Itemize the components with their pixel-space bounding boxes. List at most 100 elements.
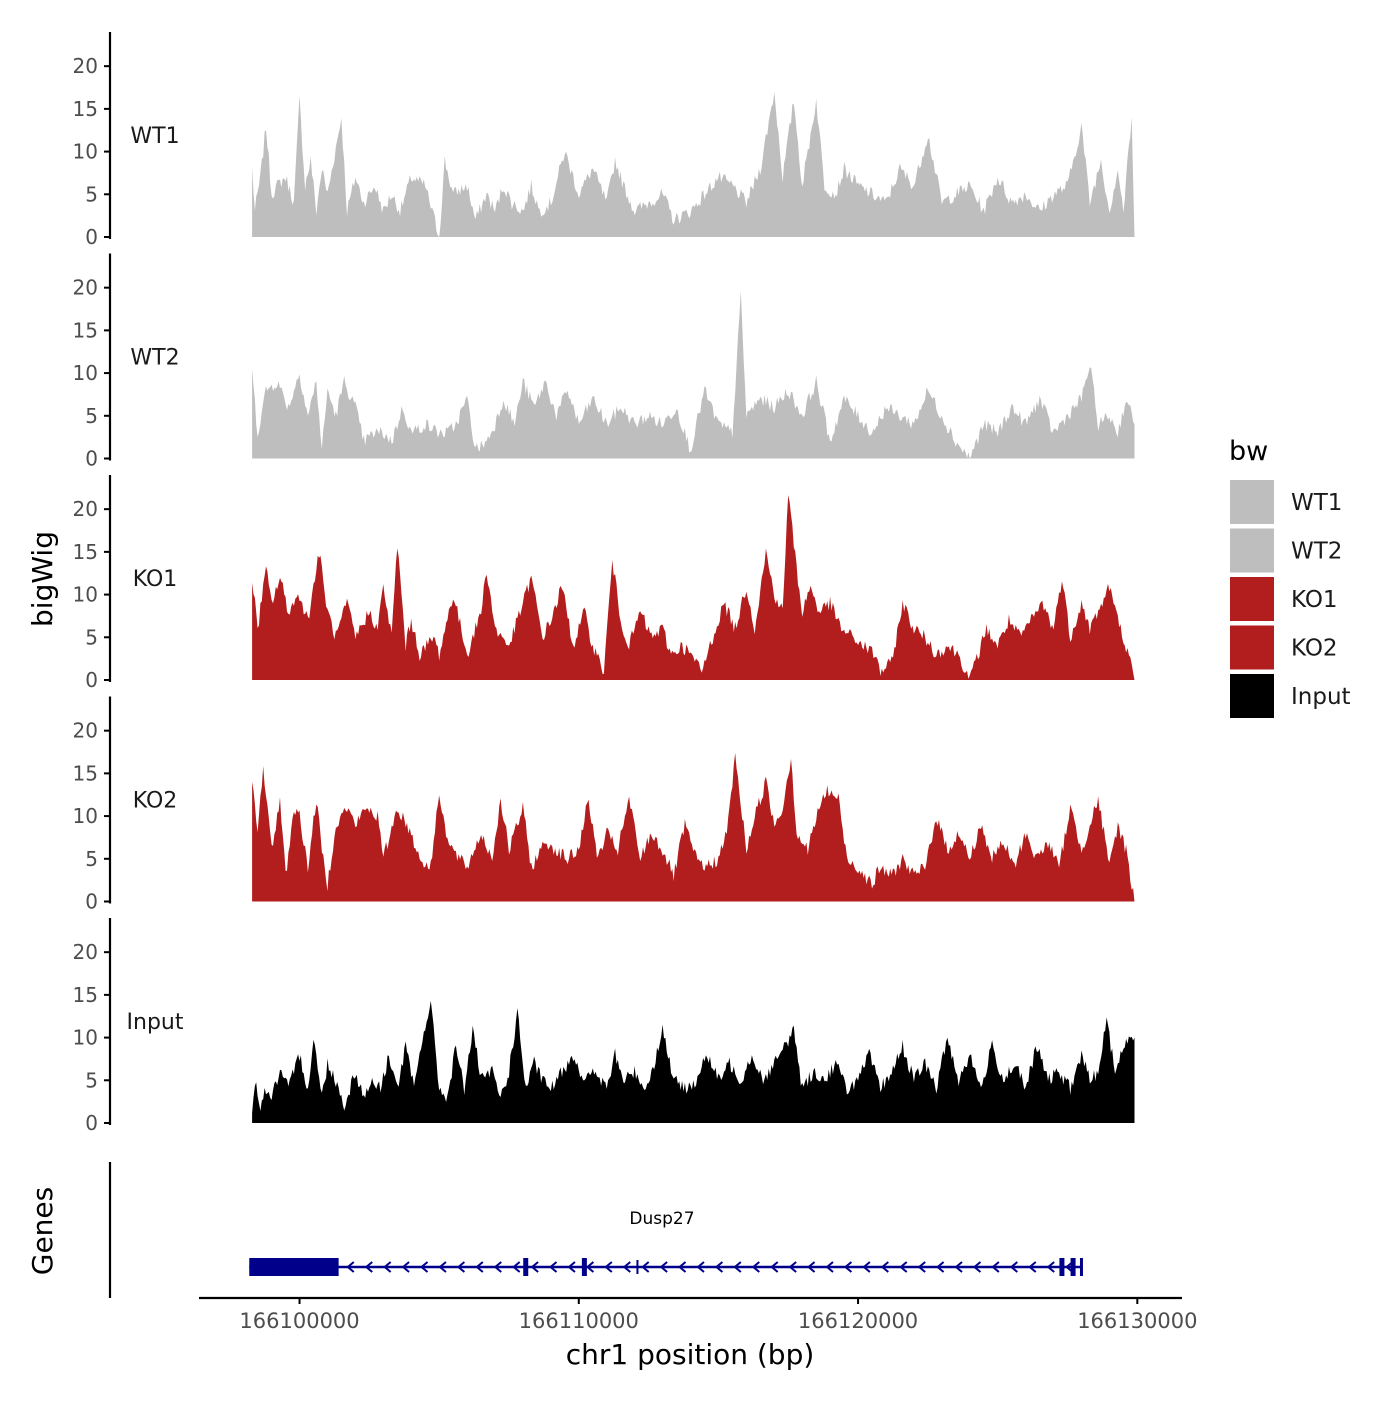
y-tick-label: 15 [73,318,98,342]
strand-arrow [346,1261,355,1273]
strand-arrow [751,1261,760,1273]
strand-arrow [733,1261,742,1273]
legend-title: bw [1229,436,1268,467]
genes-axis-title: Genes [26,1187,59,1275]
y-tick-label: 20 [73,497,98,521]
strand-arrow [1028,1261,1037,1273]
x-tick-label: 166100000 [239,1309,359,1333]
gene-exon-thick [249,1258,339,1276]
strand-arrow [530,1261,539,1273]
track-panels: 0 5 10 15 20 WT1 0 5 10 15 20 WT2 0 5 10 15 20 KO1 0 5 10 15 2… [73,32,1135,1135]
strand-arrow [364,1261,373,1273]
strand-arrow [493,1261,502,1273]
strand-arrow [991,1261,1000,1273]
genes-panel: Dusp27 [108,1162,1083,1298]
strand-arrow [475,1261,484,1273]
strand-arrow [585,1261,595,1273]
y-tick-label: 10 [73,583,98,607]
strand-arrow [659,1261,668,1273]
strand-arrow [604,1261,613,1273]
track-ko1: 0 5 10 15 20 KO1 [73,475,1135,692]
y-tick-label: 15 [73,540,98,564]
strand-arrow [419,1261,429,1273]
strand-arrow [1046,1261,1055,1273]
strand-arrow [401,1261,410,1273]
y-tick-label: 5 [85,404,98,428]
strand-arrow [714,1261,724,1273]
x-axis-title: chr1 position (bp) [566,1338,815,1371]
strand-arrow [972,1261,982,1273]
strand-arrow [383,1261,392,1273]
strand-arrow [1065,1261,1074,1273]
coverage-area-wt1 [252,91,1135,238]
strand-arrow [438,1261,447,1273]
strand-arrow [954,1261,963,1273]
strand-arrow [512,1261,521,1273]
strand-arrow [899,1261,908,1273]
y-tick-label: 10 [73,1026,98,1050]
legend-key-ko2 [1230,625,1274,670]
strand-arrow [567,1261,576,1273]
legend-label: Input [1291,684,1351,710]
y-tick-label: 0 [85,890,98,914]
gene-exon [1070,1258,1076,1276]
strand-arrow [696,1261,705,1273]
y-tick-label: 10 [73,804,98,828]
legend-key-input [1230,674,1274,718]
strand-arrow [936,1261,945,1273]
strand-arrow [880,1261,889,1273]
track-label: KO2 [133,789,178,814]
track-label: WT2 [130,346,179,371]
x-tick-label: 166110000 [519,1309,639,1333]
legend-label: KO1 [1291,587,1338,613]
y-tick-label: 0 [85,1111,98,1135]
strand-arrow [622,1261,631,1273]
legend-label: KO2 [1291,636,1338,662]
y-tick-label: 15 [73,761,98,785]
coverage-area-wt2 [252,291,1135,459]
gene-exon [523,1258,529,1276]
gene-exon [581,1258,587,1276]
gene-label: Dusp27 [629,1209,694,1229]
y-tick-label: 10 [73,361,98,385]
x-axis: 166100000 166110000 166120000 166130000 [199,1296,1197,1333]
y-tick-label: 10 [73,140,98,164]
track-wt2: 0 5 10 15 20 WT2 [73,253,1135,471]
coverage-area-ko2 [252,752,1135,902]
track-ko2: 0 5 10 15 20 KO2 [73,696,1135,914]
y-tick-label: 5 [85,625,98,649]
y-tick-label: 0 [85,668,98,692]
track-label: Input [127,1010,184,1035]
y-tick-label: 20 [73,54,98,78]
strand-arrow [678,1261,687,1273]
track-label: KO1 [133,567,178,592]
strand-arrow [548,1261,558,1273]
y-tick-label: 15 [73,983,98,1007]
x-tick-label: 166130000 [1077,1309,1197,1333]
legend: bw WT1 WT2 KO1 KO2 Input [1229,436,1351,718]
legend-key-wt2 [1230,528,1274,573]
strand-arrow [862,1261,871,1273]
y-axis-title: bigWig [26,531,59,627]
y-tick-label: 0 [85,225,98,249]
strand-arrow [788,1261,797,1273]
strand-arrow [1009,1261,1018,1273]
y-tick-label: 5 [85,847,98,871]
legend-key-ko1 [1230,577,1274,621]
y-tick-label: 20 [73,276,98,300]
y-tick-label: 5 [85,182,98,206]
strand-arrow [917,1261,926,1273]
strand-arrow [641,1261,650,1273]
legend-key-wt1 [1230,480,1274,524]
track-wt1: 0 5 10 15 20 WT1 [73,32,1135,249]
y-tick-label: 20 [73,940,98,964]
legend-label: WT1 [1291,490,1342,516]
strand-arrow [770,1261,779,1273]
gene-exon [1059,1258,1065,1276]
strand-arrow [843,1261,853,1273]
coverage-area-input [252,1000,1135,1123]
legend-label: WT2 [1291,539,1342,565]
strand-arrow [825,1261,834,1273]
